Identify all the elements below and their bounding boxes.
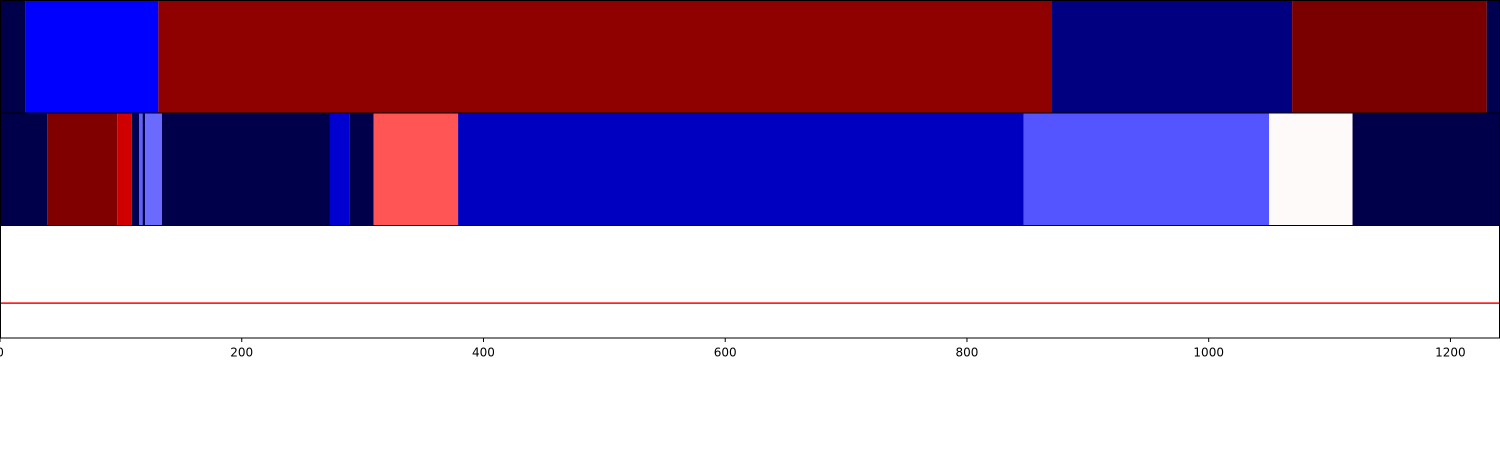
x-tick-label: 800 [956,346,979,360]
segment [25,0,159,113]
segment [161,113,330,226]
panel-frame [0,225,1500,339]
segment [349,113,374,226]
segment [142,113,146,226]
segment [1269,113,1353,226]
x-tick-label: 600 [714,346,737,360]
segment [131,113,140,226]
segment [47,113,118,226]
segment [117,113,132,226]
segment [1292,0,1487,113]
segment [458,113,1024,226]
segment [145,113,162,226]
segment [1051,0,1293,113]
segment [1486,0,1500,113]
x-tick-label: 200 [230,346,253,360]
segment [1352,113,1500,226]
segment [1023,113,1270,226]
x-tick-label: 1200 [1435,346,1466,360]
x-tick-label: 400 [472,346,495,360]
segment [139,113,143,226]
segment [0,0,26,113]
segment [0,113,48,226]
segment [158,0,1052,113]
x-tick-label: 0 [0,346,4,360]
x-tick-label: 1000 [1193,346,1224,360]
segment [329,113,350,226]
segment [373,113,459,226]
